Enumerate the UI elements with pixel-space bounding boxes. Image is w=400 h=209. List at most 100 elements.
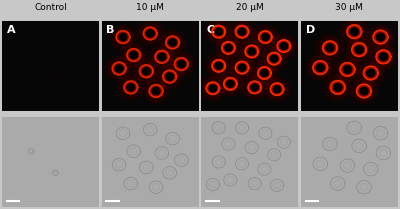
Circle shape — [377, 34, 384, 41]
Circle shape — [355, 46, 363, 53]
Circle shape — [143, 27, 157, 40]
Circle shape — [251, 84, 258, 91]
Circle shape — [236, 61, 249, 74]
Circle shape — [350, 28, 358, 35]
Circle shape — [152, 88, 160, 94]
Circle shape — [124, 81, 138, 94]
Circle shape — [178, 61, 185, 67]
Circle shape — [340, 63, 355, 76]
Circle shape — [270, 55, 278, 62]
Circle shape — [258, 67, 271, 79]
Text: Control: Control — [34, 3, 67, 13]
Circle shape — [259, 31, 272, 43]
Circle shape — [251, 84, 258, 90]
Circle shape — [215, 28, 222, 35]
Circle shape — [270, 83, 284, 95]
Circle shape — [209, 85, 216, 92]
Circle shape — [147, 30, 154, 37]
Circle shape — [127, 49, 140, 61]
Circle shape — [120, 34, 126, 40]
Circle shape — [248, 48, 255, 55]
Circle shape — [116, 65, 123, 72]
Circle shape — [350, 28, 358, 35]
Circle shape — [344, 66, 352, 73]
Circle shape — [174, 58, 188, 70]
Circle shape — [212, 25, 225, 38]
Circle shape — [316, 64, 324, 71]
Circle shape — [225, 45, 232, 51]
Circle shape — [316, 64, 324, 71]
Circle shape — [210, 85, 216, 92]
Circle shape — [166, 73, 173, 80]
Text: B: B — [106, 25, 115, 35]
Circle shape — [163, 70, 176, 83]
Circle shape — [169, 39, 176, 46]
Circle shape — [215, 63, 222, 69]
Circle shape — [158, 53, 166, 60]
Circle shape — [376, 33, 384, 41]
Circle shape — [238, 64, 246, 71]
Circle shape — [215, 28, 222, 35]
Circle shape — [28, 52, 34, 58]
Text: D: D — [306, 25, 315, 35]
Circle shape — [152, 88, 160, 94]
Circle shape — [357, 84, 371, 98]
Circle shape — [380, 53, 387, 60]
Circle shape — [238, 28, 246, 35]
Circle shape — [146, 30, 154, 37]
Circle shape — [326, 44, 334, 52]
Circle shape — [313, 61, 328, 74]
Circle shape — [273, 86, 281, 93]
Circle shape — [271, 55, 278, 62]
Circle shape — [352, 43, 366, 56]
Circle shape — [367, 69, 375, 77]
Circle shape — [149, 85, 163, 97]
Circle shape — [127, 84, 134, 91]
Circle shape — [261, 70, 268, 76]
Circle shape — [112, 62, 126, 75]
Circle shape — [143, 68, 150, 74]
Circle shape — [360, 87, 368, 95]
Circle shape — [215, 62, 222, 69]
Text: 30 μM: 30 μM — [336, 3, 363, 13]
Circle shape — [158, 54, 166, 60]
Circle shape — [130, 52, 137, 58]
Circle shape — [330, 81, 345, 94]
Circle shape — [115, 65, 123, 72]
Circle shape — [274, 86, 280, 92]
Circle shape — [236, 25, 249, 38]
Circle shape — [277, 40, 290, 52]
Circle shape — [323, 41, 337, 55]
Circle shape — [262, 34, 269, 40]
Circle shape — [280, 43, 288, 49]
Circle shape — [262, 34, 269, 40]
Text: 10 μM: 10 μM — [136, 3, 164, 13]
Circle shape — [52, 74, 58, 79]
Circle shape — [245, 45, 258, 57]
Circle shape — [142, 68, 150, 75]
Circle shape — [212, 60, 225, 72]
Circle shape — [334, 84, 342, 91]
Circle shape — [268, 52, 281, 65]
Circle shape — [238, 28, 246, 35]
Circle shape — [169, 39, 176, 46]
Circle shape — [119, 34, 127, 41]
Circle shape — [261, 70, 268, 76]
Circle shape — [364, 66, 378, 80]
Circle shape — [360, 88, 368, 94]
Circle shape — [222, 42, 235, 54]
Circle shape — [347, 25, 362, 38]
Circle shape — [116, 31, 130, 43]
Circle shape — [380, 53, 388, 61]
Circle shape — [130, 52, 138, 59]
Circle shape — [376, 50, 391, 64]
Circle shape — [227, 81, 234, 87]
Circle shape — [140, 65, 153, 78]
Text: A: A — [7, 25, 16, 35]
Text: C: C — [206, 25, 214, 35]
Circle shape — [224, 78, 237, 90]
Circle shape — [248, 48, 255, 55]
Text: 20 μM: 20 μM — [236, 3, 264, 13]
Circle shape — [326, 44, 334, 51]
Circle shape — [248, 81, 261, 93]
